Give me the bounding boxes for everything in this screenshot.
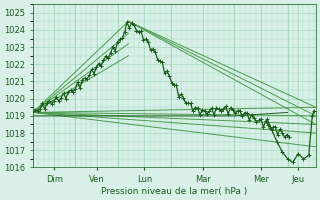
X-axis label: Pression niveau de la mer( hPa ): Pression niveau de la mer( hPa ) xyxy=(101,187,247,196)
